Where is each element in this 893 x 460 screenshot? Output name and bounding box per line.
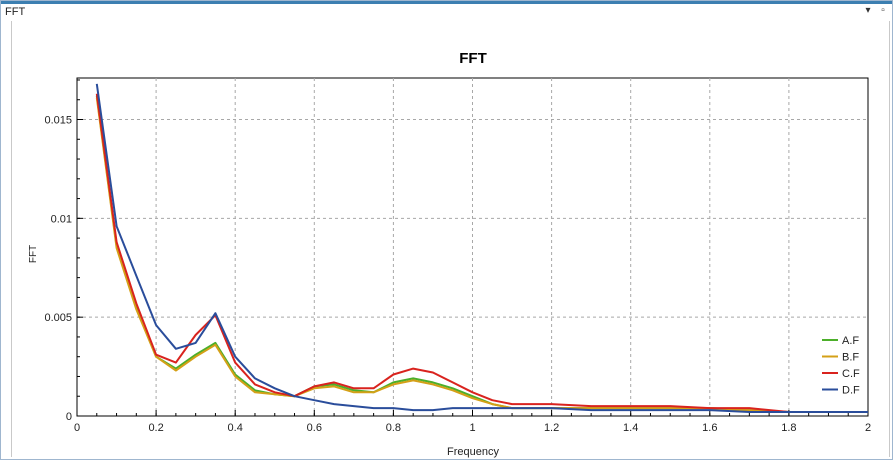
x-tick-label: 0.2 [148,422,163,434]
x-tick-label: 0.6 [307,422,322,434]
series-line-b-f [95,97,868,413]
series-line-d-f [95,83,868,413]
x-tick-label: 2 [865,422,871,434]
y-tick-label: 0 [66,411,72,423]
chart-title: FFT [459,50,487,67]
x-tick-label: 1.6 [702,422,717,434]
x-tick-label: 0.4 [228,422,243,434]
window-title: FFT [5,6,26,18]
x-tick-label: 0 [74,422,80,434]
series-line-c-f [95,93,868,413]
y-tick-label: 0.01 [51,213,72,225]
dropdown-arrow-icon[interactable]: ▾ [865,5,871,16]
y-tick-label: 0.015 [44,115,72,127]
legend-label: D.F [842,385,860,397]
legend-label: B.F [842,352,859,364]
restore-window-icon[interactable]: ▫ [881,5,885,16]
y-tick-label: 0.005 [44,312,72,324]
legend-label: C.F [842,368,860,380]
x-axis-label: Frequency [447,446,499,458]
legend-label: A.F [842,335,859,347]
chart-panel [11,21,890,457]
x-tick-label: 1.2 [544,422,559,434]
x-tick-label: 1 [469,422,475,434]
window-titlebar[interactable]: FFT ▾ ▫ [1,1,892,21]
x-tick-label: 0.8 [386,422,401,434]
titlebar-controls: ▾ ▫ [863,5,888,17]
x-tick-label: 1.8 [781,422,796,434]
y-axis-label: FFT [28,245,39,263]
x-tick-label: 1.4 [623,422,638,434]
